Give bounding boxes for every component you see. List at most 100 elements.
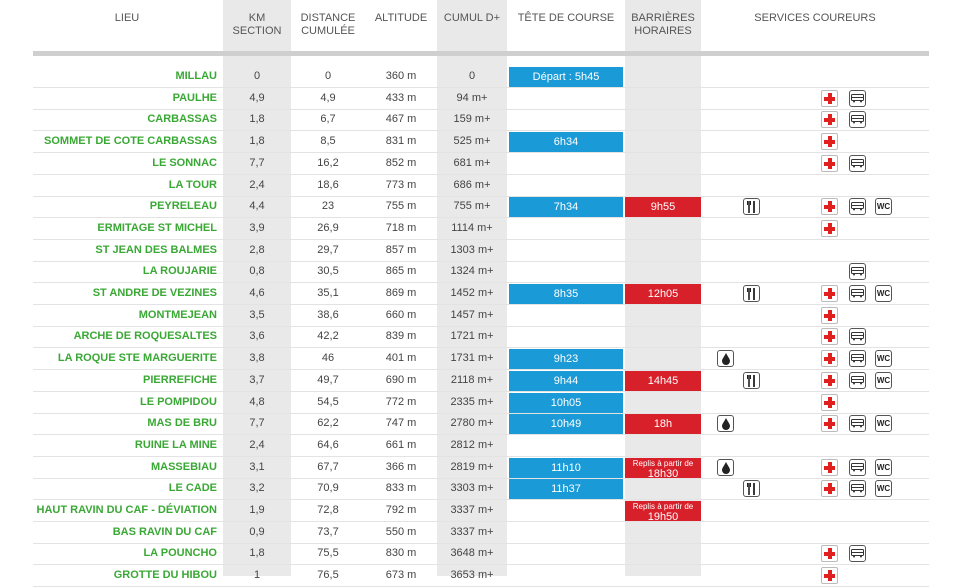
altitude: 433 m <box>385 91 417 104</box>
table-row: RUINE LA MINE 2,4 64,6 661 m 2812 m+ <box>33 435 929 457</box>
wc-icon: WC <box>875 371 892 389</box>
place-name: LE POMPIDOU <box>139 395 217 408</box>
place-name: LA ROUJARIE <box>142 265 217 278</box>
header-tete: TÊTE DE COURSE <box>517 12 615 24</box>
place-name: MASSEBIAU <box>150 460 217 473</box>
medical-cross-icon <box>821 219 838 237</box>
water-drop-icon <box>717 350 734 368</box>
header-km-section: KM SECTION <box>232 12 282 37</box>
table-row: HAUT RAVIN DU CAF - DÉVIATION 1,9 72,8 792 … <box>33 500 929 523</box>
medical-cross-icon <box>821 285 838 302</box>
food-icon <box>743 371 760 389</box>
cumul-d-plus: 2780 m+ <box>450 417 494 430</box>
table-row: BAS RAVIN DU CAF 0,9 73,7 550 m 3337 m+ <box>33 522 929 544</box>
km-section: 1,8 <box>249 135 265 148</box>
table-row: CARBASSAS 1,8 6,7 467 m 159 m+ <box>33 109 929 132</box>
table-row: LA POUNCHO 1,8 75,5 830 m 3648 m+ <box>33 543 929 566</box>
table-row: MONTMEJEAN 3,5 38,6 660 m 1457 m+ <box>33 305 929 327</box>
cumul-d-plus: 1457 m+ <box>450 308 494 321</box>
tete-de-course-time: 7h34 <box>509 197 623 218</box>
km-section: 1,8 <box>249 547 265 560</box>
cumul-d-plus: 1452 m+ <box>450 287 494 299</box>
km-section: 3,1 <box>249 460 265 473</box>
km-section: 1,9 <box>249 504 265 516</box>
cumul-d-plus: 3648 m+ <box>450 547 494 560</box>
km-section: 1 <box>253 569 261 582</box>
medical-cross-icon <box>821 89 838 107</box>
distance-cumulee: 64,6 <box>317 438 339 451</box>
shuttle-bus-icon <box>849 111 866 129</box>
barriere-horaire: 12h05 <box>625 284 701 304</box>
distance-cumulee: 42,2 <box>317 330 339 343</box>
distance-cumulee: 30,5 <box>317 265 339 278</box>
km-section: 0,9 <box>249 525 265 538</box>
place-name: LA TOUR <box>168 178 217 191</box>
altitude: 792 m <box>385 504 417 516</box>
distance-cumulee: 70,9 <box>317 482 339 495</box>
place-name: RUINE LA MINE <box>134 438 217 451</box>
place-name: BAS RAVIN DU CAF <box>112 525 217 538</box>
km-section: 0 <box>253 70 261 82</box>
distance-cumulee: 49,7 <box>317 373 339 386</box>
wc-icon: WC <box>875 350 892 368</box>
distance-cumulee: 26,9 <box>317 221 339 234</box>
km-section: 2,8 <box>249 243 265 256</box>
tete-de-course-time: 11h37 <box>509 479 623 500</box>
medical-cross-icon <box>821 415 838 433</box>
km-section: 0,8 <box>249 265 265 278</box>
distance-cumulee: 35,1 <box>317 287 339 299</box>
cumul-d-plus: 1303 m+ <box>450 243 494 256</box>
place-name: MAS DE BRU <box>147 417 217 430</box>
altitude: 550 m <box>385 525 417 538</box>
wc-icon: WC <box>875 480 892 498</box>
medical-cross-icon <box>821 328 838 346</box>
km-section: 3,7 <box>249 373 265 386</box>
distance-cumulee: 38,6 <box>317 308 339 321</box>
distance-cumulee: 8,5 <box>320 135 336 148</box>
place-name: ERMITAGE ST MICHEL <box>97 221 217 234</box>
place-name: LA POUNCHO <box>143 547 217 560</box>
place-name: ST ANDRE DE VEZINES <box>92 287 217 299</box>
table-row: ST JEAN DES BALMES 2,8 29,7 857 m 1303 m+ <box>33 240 929 262</box>
cumul-d-plus: 1114 m+ <box>451 221 493 234</box>
food-icon <box>743 198 760 216</box>
cumul-d-plus: 3337 m+ <box>450 525 494 538</box>
distance-cumulee: 46 <box>321 352 335 365</box>
place-name: ST JEAN DES BALMES <box>95 243 217 256</box>
altitude: 360 m <box>385 70 417 82</box>
distance-cumulee: 16,2 <box>317 156 339 169</box>
altitude: 755 m <box>385 200 417 213</box>
altitude: 857 m <box>385 243 417 256</box>
table-header: LIEU KM SECTION DISTANCE CUMULÉE ALTITUD… <box>33 0 929 52</box>
place-name: CARBASSAS <box>147 113 217 126</box>
place-name: PAULHE <box>172 91 217 104</box>
distance-cumulee: 23 <box>321 200 335 213</box>
km-section: 4,9 <box>249 91 265 104</box>
medical-cross-icon <box>821 306 838 324</box>
place-name: LE SONNAC <box>152 156 217 169</box>
table-row: LA ROUJARIE 0,8 30,5 865 m 1324 m+ <box>33 261 929 284</box>
shade-km-section <box>223 0 291 576</box>
distance-cumulee: 29,7 <box>317 243 339 256</box>
food-icon <box>743 480 760 498</box>
table-row: GROTTE DU HIBOU 1 76,5 673 m 3653 m+ <box>33 565 929 587</box>
shuttle-bus-icon <box>849 328 866 346</box>
header-services: SERVICES COUREURS <box>754 12 876 24</box>
cumul-d-plus: 525 m+ <box>453 135 491 148</box>
table-row: ERMITAGE ST MICHEL 3,9 26,9 718 m 1114 m+ <box>33 218 929 240</box>
barriere-horaire-repli: Replis à partir de 18h30 <box>625 457 701 479</box>
table-row: MAS DE BRU 7,7 62,2 747 m 2780 m+ 10h49 18h WC <box>33 413 929 436</box>
medical-cross-icon <box>821 111 838 129</box>
water-drop-icon <box>717 458 734 476</box>
cumul-d-plus: 2812 m+ <box>450 438 494 451</box>
tete-de-course-time: 9h23 <box>509 349 623 370</box>
table-row: SOMMET DE COTE CARBASSAS 1,8 8,5 831 m 525 m… <box>33 131 929 154</box>
altitude: 690 m <box>385 373 417 386</box>
place-name: HAUT RAVIN DU CAF - DÉVIATION <box>36 504 217 516</box>
medical-cross-icon <box>821 545 838 563</box>
altitude: 830 m <box>385 547 417 560</box>
shuttle-bus-icon <box>849 458 866 476</box>
altitude: 839 m <box>385 330 417 343</box>
km-section: 3,8 <box>249 352 265 365</box>
km-section: 4,4 <box>249 200 265 213</box>
